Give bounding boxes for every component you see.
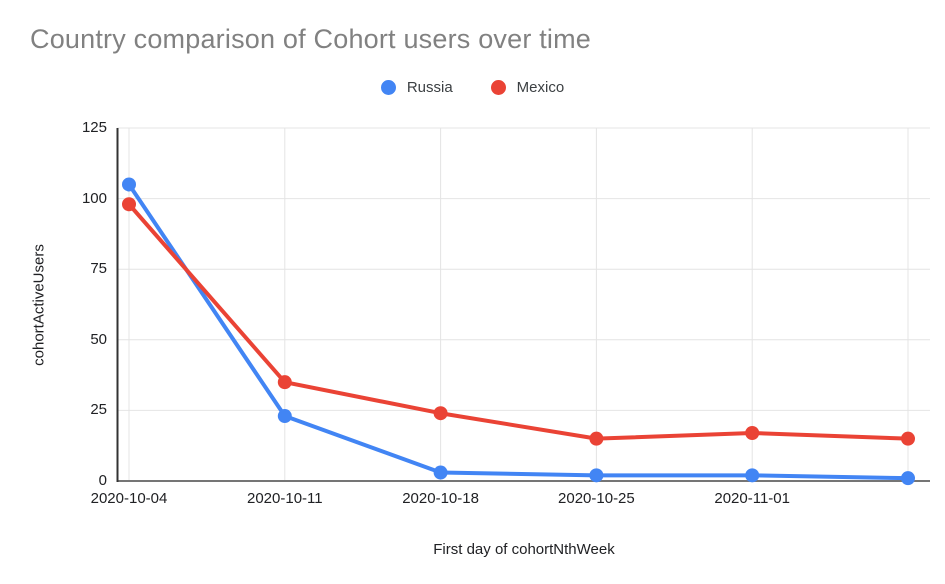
x-axis-title: First day of cohortNthWeek <box>433 541 615 558</box>
x-tick-2020-11-01: 2020-11-01 <box>714 490 790 507</box>
chart-title: Country comparison of Cohort users over … <box>30 24 592 54</box>
y-tick-75: 75 <box>90 260 107 278</box>
legend: Russia Mexico <box>0 79 945 96</box>
legend-item-mexico[interactable]: Mexico <box>490 79 565 96</box>
y-tick-25: 25 <box>90 401 107 419</box>
y-tick-100: 100 <box>81 189 107 207</box>
x-tick-2020-10-04: 2020-10-04 <box>90 490 168 507</box>
y-axis-title: cohortActiveUsers <box>30 244 48 366</box>
legend-label-russia: Russia <box>406 79 453 96</box>
x-tick-2020-10-25: 2020-10-25 <box>558 490 635 507</box>
y-tick-50: 50 <box>90 330 107 348</box>
y-tick-125: 125 <box>81 119 107 136</box>
x-tick-2020-10-11: 2020-10-11 <box>246 490 323 507</box>
legend-dot-russia <box>380 80 396 95</box>
y-tick-0: 0 <box>98 472 107 489</box>
legend-label-mexico: Mexico <box>516 79 565 96</box>
legend-item-russia[interactable]: Russia <box>380 79 453 96</box>
legend-dot-mexico <box>490 80 506 95</box>
x-tick-2020-10-18: 2020-10-18 <box>402 490 479 507</box>
